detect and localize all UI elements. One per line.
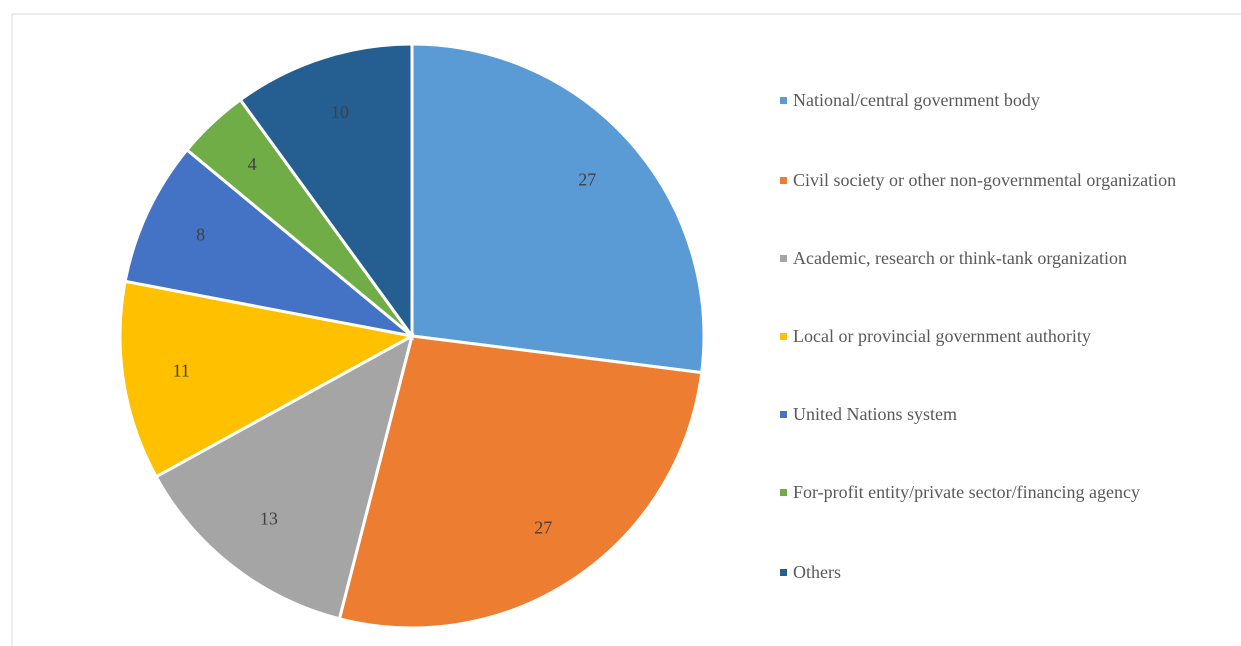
pie-slice [154,333,415,621]
data-label: 13 [260,509,278,529]
legend-item: Academic, research or think-tank organiz… [780,243,1235,273]
pie-slice [337,334,704,630]
legend-swatch [780,97,787,104]
data-label: 27 [578,170,596,190]
legend-label: United Nations system [793,404,957,424]
pie-slice [118,279,417,479]
data-label: 11 [173,361,190,381]
data-label: 27 [534,517,552,537]
legend-item: Others [780,557,1235,587]
legend-swatch [780,411,787,418]
pie-slice [123,147,413,338]
legend-item: National/central government body [780,85,1235,115]
legend-swatch [780,177,787,184]
chart-border [11,13,1241,646]
legend-swatch [780,255,787,262]
pie-slice [410,42,706,375]
data-label: 4 [248,154,257,174]
data-label: 8 [196,225,205,245]
legend-swatch [780,569,787,576]
legend-label: Others [793,562,841,582]
pie-slice [238,42,414,341]
legend-item: Civil society or other non-governmental … [780,165,1235,195]
legend-label: Civil society or other non-governmental … [793,170,1177,190]
legend-item: United Nations system [780,399,1235,429]
legend-label: For-profit entity/private sector/financi… [793,482,1141,502]
legend-item: For-profit entity/private sector/financi… [780,477,1235,507]
data-label: 10 [331,102,349,122]
legend-swatch [780,333,787,340]
legend-item: Local or provincial government authority [780,321,1235,351]
legend-label: Local or provincial government authority [793,326,1091,346]
legend-label: Academic, research or think-tank organiz… [793,248,1128,268]
legend-swatch [780,489,787,496]
legend-label: National/central government body [793,90,1040,110]
